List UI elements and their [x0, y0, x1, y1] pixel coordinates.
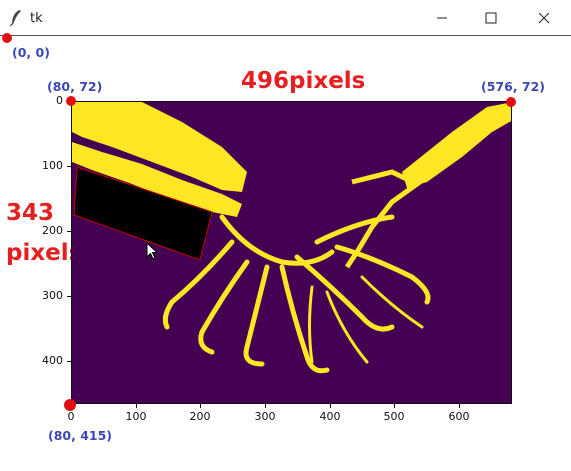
x-tick-200 [200, 404, 201, 408]
x-tick-500 [394, 404, 395, 408]
origin-label: (0, 0) [12, 45, 50, 60]
x-tick-label-100: 100 [125, 410, 147, 423]
minimize-icon [437, 17, 447, 19]
y-tick-label-300: 300 [42, 289, 63, 302]
x-tick-100 [136, 404, 137, 408]
yellow-region-left-lower [72, 142, 242, 217]
window-title: tk [30, 11, 43, 26]
feather-icon [9, 10, 21, 27]
x-tick-label-300: 300 [254, 410, 276, 423]
x-tick-400 [330, 404, 331, 408]
top-left-dot [66, 96, 76, 106]
origin-dot [2, 33, 12, 43]
y-tick-200 [67, 231, 71, 232]
y-tick-300 [67, 296, 71, 297]
yellow-region-left [72, 102, 247, 192]
y-tick-label-0: 0 [56, 94, 63, 107]
y-tick-label-400: 400 [42, 354, 63, 367]
image-canvas[interactable] [71, 101, 512, 404]
bottom-left-dot [64, 399, 76, 411]
cursor-arrow-icon [146, 242, 159, 260]
y-tick-label-200: 200 [42, 224, 63, 237]
window-titlebar: tk [0, 0, 571, 36]
x-tick-300 [265, 404, 266, 408]
x-tick-600 [459, 404, 460, 408]
x-tick-label-0: 0 [67, 410, 75, 423]
y-tick-400 [67, 361, 71, 362]
top-right-label: (576, 72) [481, 79, 546, 94]
width-label: 496pixels [241, 68, 366, 94]
x-tick-label-400: 400 [319, 410, 341, 423]
x-tick-label-200: 200 [189, 410, 211, 423]
binary-hand-image [72, 102, 511, 374]
yellow-region-right [402, 102, 511, 188]
maximize-button[interactable] [468, 4, 514, 32]
bottom-left-label: (80, 415) [48, 428, 113, 443]
minimize-button[interactable] [419, 4, 465, 32]
top-left-label: (80, 72) [47, 79, 103, 94]
height-label-number: 343 [6, 200, 55, 226]
y-tick-100 [67, 166, 71, 167]
close-button[interactable] [521, 4, 567, 32]
x-tick-label-600: 600 [448, 410, 470, 423]
close-icon [538, 12, 550, 24]
top-right-dot [506, 97, 516, 107]
height-label-unit: pixels [6, 240, 83, 266]
y-tick-label-100: 100 [42, 159, 63, 172]
x-tick-label-500: 500 [383, 410, 405, 423]
selection-rectangle [73, 166, 213, 261]
maximize-icon [485, 12, 497, 24]
